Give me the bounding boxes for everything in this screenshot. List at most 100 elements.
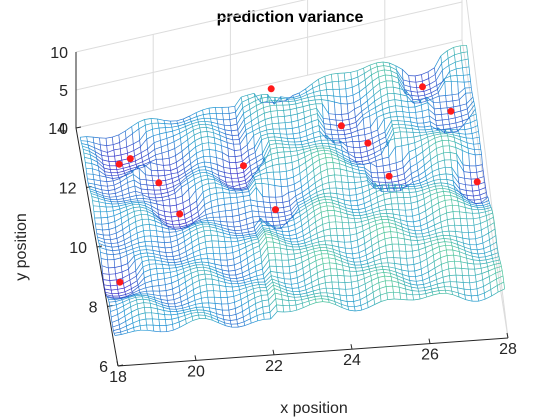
mesh-line [304, 204, 307, 208]
mesh-line [195, 261, 202, 263]
mesh-line [376, 109, 383, 114]
mesh-line [310, 150, 312, 154]
mesh-line [206, 172, 214, 176]
mesh-line [175, 198, 177, 206]
mesh-line [375, 267, 377, 271]
mesh-line [298, 123, 306, 128]
mesh-line [478, 187, 486, 191]
mesh-line [159, 218, 162, 222]
mesh-line [236, 316, 244, 320]
mesh-line [464, 294, 472, 297]
mesh-line [362, 222, 369, 227]
mesh-line [264, 119, 267, 126]
mesh-line [118, 295, 121, 298]
mesh-line [368, 266, 370, 270]
mesh-line [176, 232, 184, 236]
mesh-line [326, 89, 328, 96]
mesh-line [151, 312, 153, 319]
mesh-line [170, 212, 172, 218]
mesh-line [337, 156, 340, 160]
mesh-line [250, 166, 258, 171]
mesh-line [258, 211, 260, 217]
mesh-line [384, 116, 391, 120]
mesh-line [285, 97, 288, 101]
mesh-line [497, 281, 504, 286]
mesh-line [202, 224, 204, 227]
mesh-line [242, 235, 244, 238]
mesh-line [121, 332, 128, 335]
mesh-line [146, 135, 154, 140]
mesh-line [445, 204, 453, 207]
mesh-line [362, 227, 370, 232]
mesh-line [348, 263, 355, 266]
mesh-line [118, 202, 125, 205]
mesh-line [144, 283, 147, 288]
mesh-line [262, 274, 265, 279]
mesh-line [313, 96, 316, 100]
mesh-line [359, 86, 367, 93]
mesh-line [188, 145, 190, 153]
mesh-line [283, 237, 291, 240]
mesh-line [410, 86, 417, 89]
mesh-line [128, 274, 131, 281]
mesh-line [449, 145, 456, 148]
mesh-line [467, 262, 474, 265]
mesh-line [317, 235, 325, 239]
mesh-line [143, 198, 145, 202]
mesh-line [455, 59, 462, 63]
mesh-line [105, 203, 107, 208]
mesh-line [167, 300, 169, 304]
mesh-line [301, 258, 309, 263]
mesh-line [265, 123, 273, 126]
mesh-line [300, 220, 303, 226]
mesh-line [178, 276, 185, 281]
mesh-line [213, 176, 221, 182]
mesh-line [439, 212, 447, 217]
mesh-line [235, 311, 243, 315]
mesh-line [240, 226, 242, 231]
mesh-line [351, 164, 359, 168]
mesh-line [471, 125, 478, 129]
mesh-line [282, 200, 290, 203]
mesh-line [246, 252, 248, 259]
mesh-line [204, 312, 211, 315]
mesh-line [322, 224, 324, 231]
mesh-line [433, 178, 441, 181]
mesh-line [383, 226, 390, 228]
x-tick-mark [194, 355, 197, 361]
mesh-line [318, 282, 326, 285]
mesh-line [364, 283, 367, 290]
mesh-line [205, 214, 208, 219]
mesh-line [214, 264, 216, 268]
mesh-line [191, 123, 193, 127]
mesh-line [216, 270, 218, 274]
mesh-line [441, 185, 449, 188]
mesh-line [346, 170, 354, 173]
mesh-line [193, 254, 201, 258]
mesh-line [187, 139, 189, 146]
mesh-line [348, 309, 356, 312]
mesh-line [130, 232, 138, 237]
mesh-line [366, 148, 374, 152]
mesh-line [268, 184, 270, 198]
mesh-line [333, 95, 341, 98]
mesh-line [359, 215, 362, 219]
mesh-line [283, 151, 286, 158]
mesh-line [310, 236, 312, 241]
mesh-line [122, 298, 130, 303]
mesh-line [165, 290, 168, 297]
mesh-line [377, 65, 384, 67]
mesh-line [333, 167, 341, 170]
mesh-line [318, 240, 326, 243]
mesh-line [242, 107, 244, 114]
mesh-line [160, 189, 162, 194]
mesh-line [282, 299, 289, 301]
mesh-line [373, 89, 381, 96]
mesh-line [301, 256, 303, 263]
mesh-line [190, 121, 193, 124]
mesh-line [307, 181, 310, 188]
mesh-line [426, 254, 434, 260]
mesh-line [98, 243, 101, 248]
mesh-line [334, 114, 337, 121]
mesh-line [91, 196, 93, 201]
